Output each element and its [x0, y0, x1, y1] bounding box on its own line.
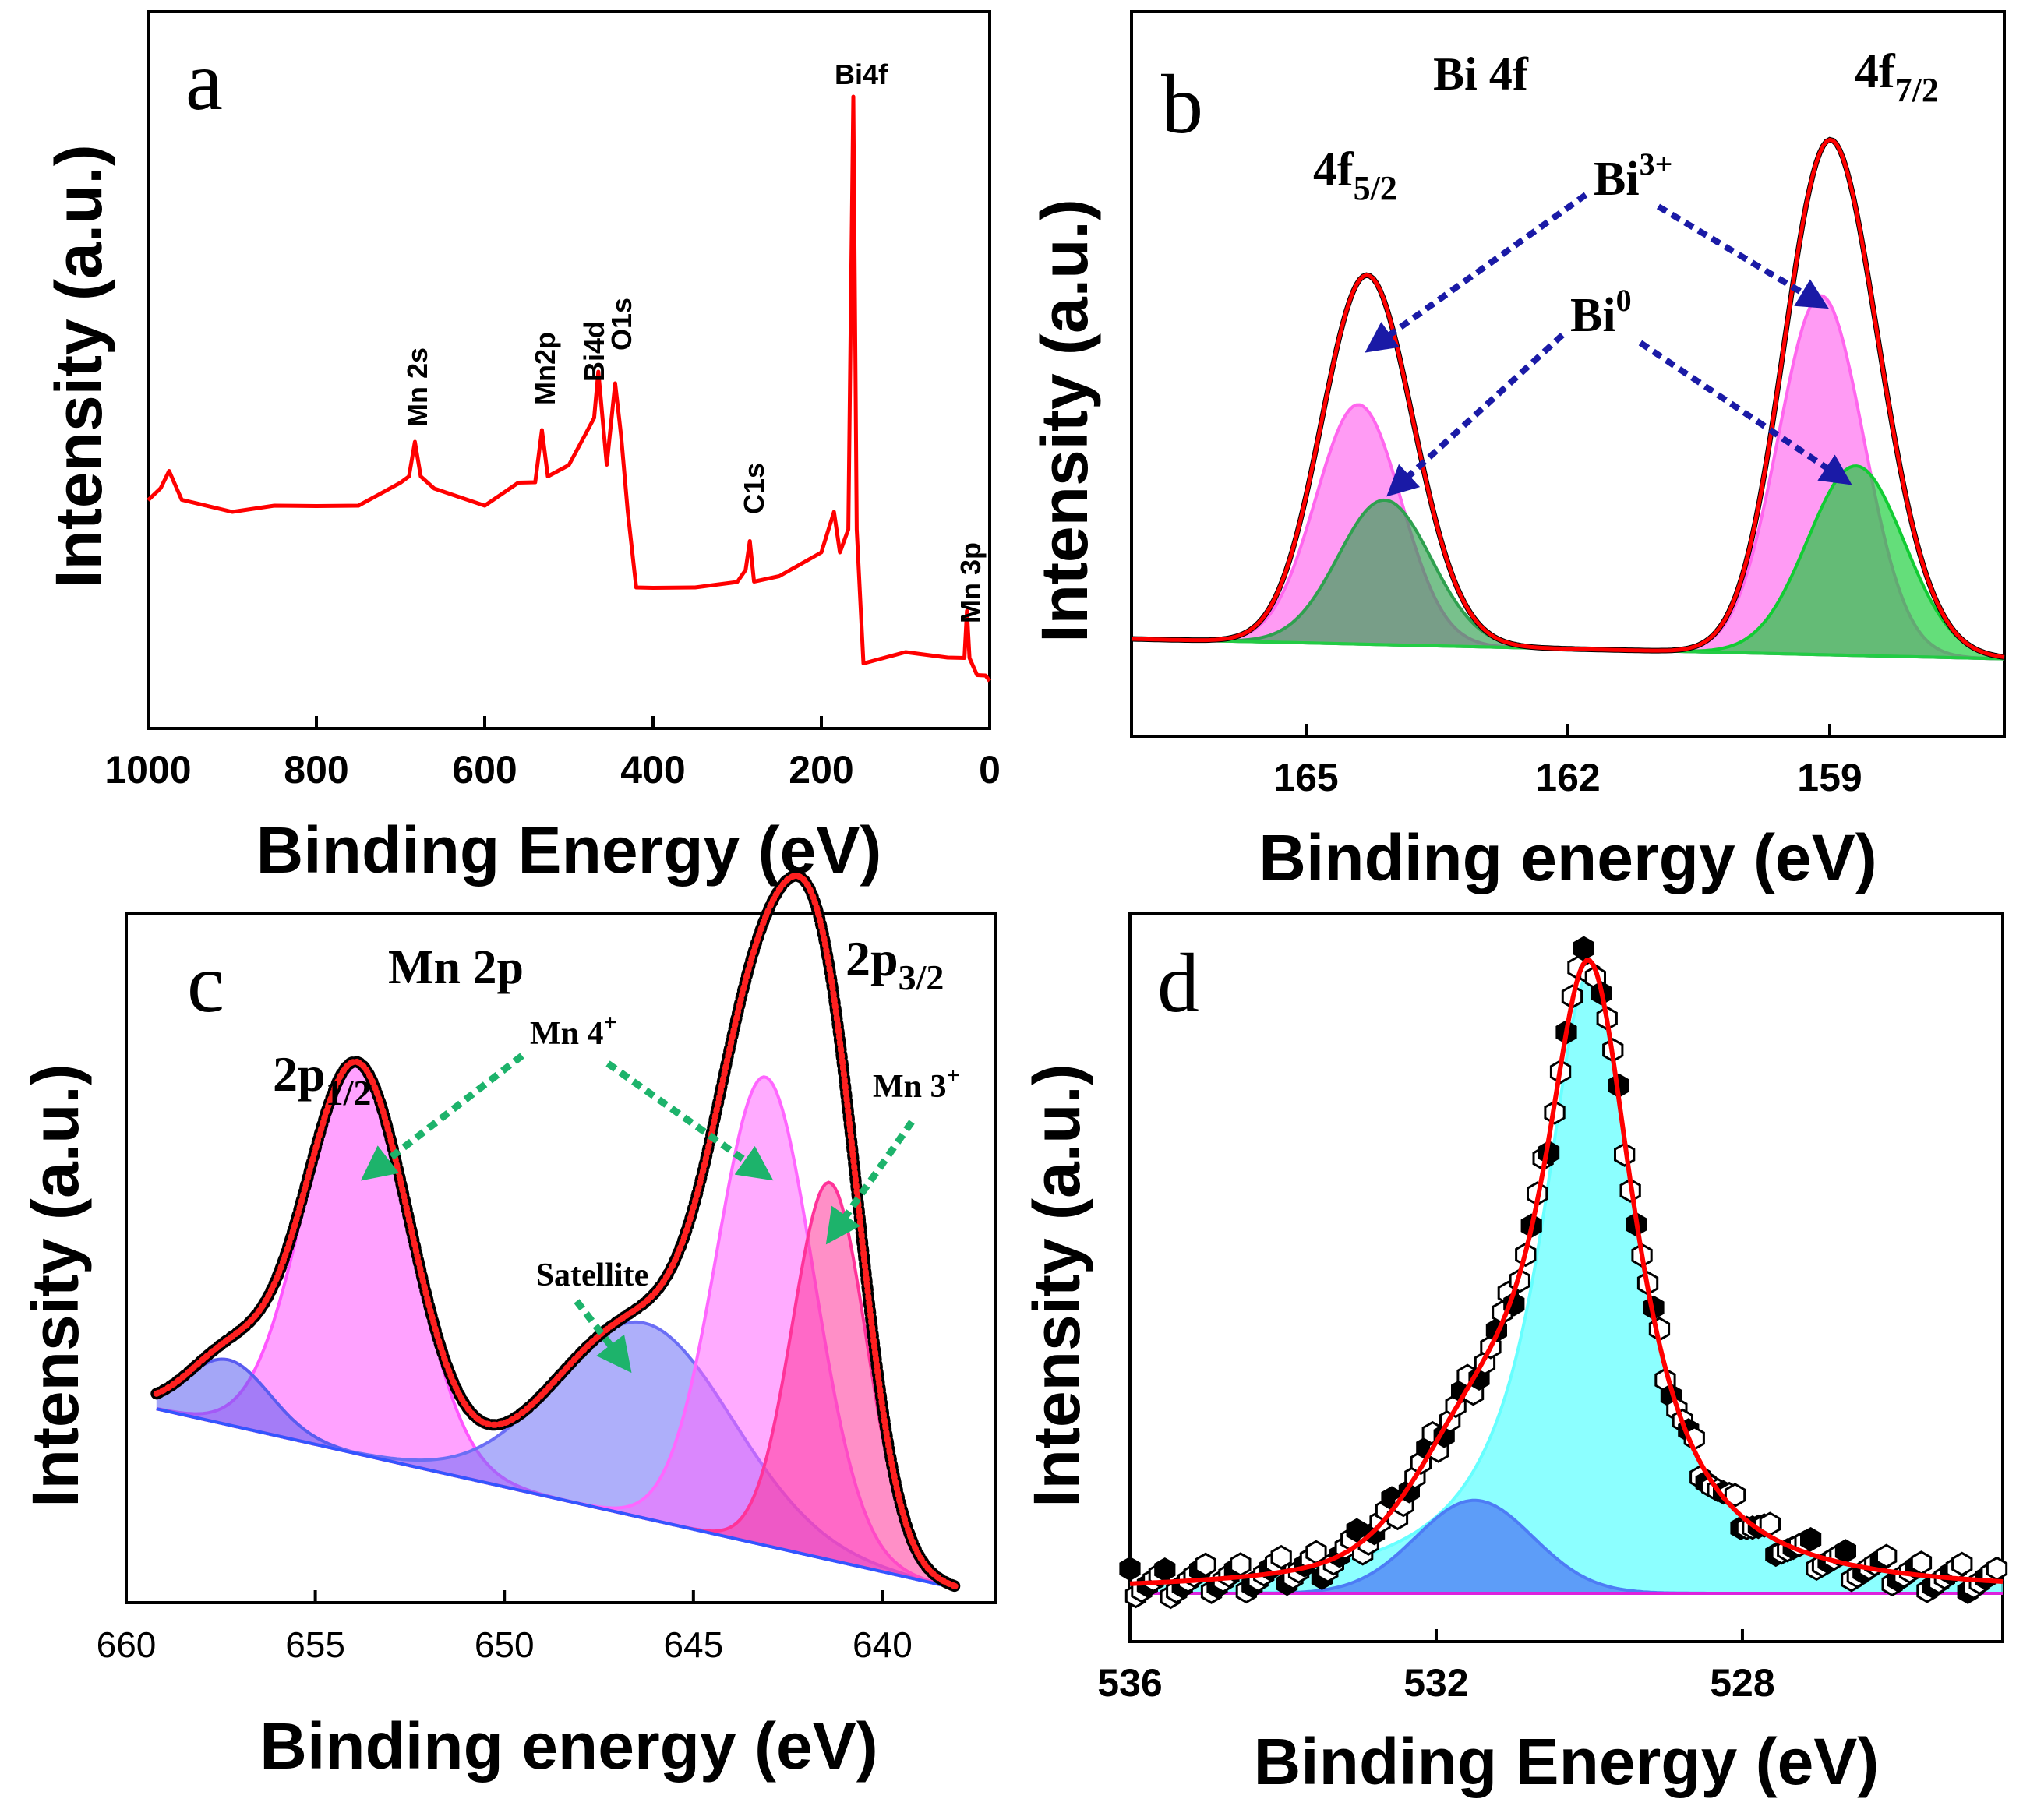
- component-bi0-4f7-2: [1132, 466, 2004, 659]
- data-point: [1230, 1552, 1252, 1577]
- label-mn4plus: Mn 4+: [530, 1010, 617, 1052]
- arrow-bi3-right: [1656, 203, 1829, 309]
- panel-b-arrows: [1365, 192, 1852, 497]
- panel-d-frame: [1128, 912, 2004, 1643]
- panel-a-letter: a: [185, 35, 223, 128]
- arrow-bi3-left: [1365, 192, 1588, 353]
- data-point: [1951, 1551, 1973, 1577]
- panel-d-x-tick-label: 536: [1097, 1661, 1162, 1705]
- panel-b-x-ticks: 165 162 159: [1273, 724, 1862, 799]
- panel-c-arrows: [360, 1053, 915, 1374]
- panel-c-x-tick-label: 655: [285, 1624, 345, 1665]
- panel-c-frame: [125, 912, 997, 1604]
- data-point: [1876, 1543, 1898, 1568]
- panel-c-x-title: Binding energy (eV): [259, 1709, 877, 1783]
- data-point: [1119, 1556, 1141, 1582]
- peak-label-mn3p: Mn 3p: [955, 542, 987, 623]
- component-mn4-2p1-2: [156, 1063, 959, 1589]
- panel-b-fit-envelope: [1131, 137, 2005, 659]
- panel-a-x-tick-label: 200: [789, 748, 853, 792]
- panel-c-components: [156, 1061, 959, 1591]
- arrow-mn4-right: [605, 1060, 774, 1181]
- peak-label-o1s: O1s: [605, 298, 637, 351]
- panel-c-letter: c: [187, 937, 224, 1030]
- peak-label-mn2p: Mn2p: [529, 332, 561, 405]
- component-bi0-4f5-2: [1132, 499, 2004, 659]
- peak-label-mn2s: Mn 2s: [401, 347, 433, 427]
- panel-c-x-tick-label: 660: [97, 1624, 157, 1665]
- panel-a-x-tick-label: 800: [284, 748, 348, 792]
- panel-a-survey-line: [147, 94, 991, 682]
- label-bi3plus: Bi3+: [1594, 146, 1672, 206]
- panel-c-y-title: Intensity (a.u.): [19, 1063, 92, 1507]
- label-satellite: Satellite: [536, 1257, 649, 1293]
- panel-d: d 536 532 528 Binding Energy (eV) Intensit…: [1020, 912, 2008, 1798]
- panel-d-x-ticks: 536 532 528: [1097, 1629, 1775, 1705]
- arrow-mn4-left: [360, 1053, 524, 1181]
- data-point: [1800, 1526, 1822, 1552]
- panel-c-x-tick-label: 640: [853, 1624, 913, 1665]
- panel-a-x-tick-label: 400: [620, 748, 685, 792]
- component-o-lattice: [1130, 974, 2003, 1593]
- panel-b-x-title: Binding energy (eV): [1259, 821, 1876, 894]
- label-bi0: Bi0: [1570, 283, 1632, 342]
- panel-b-x-tick-label: 159: [1797, 756, 1862, 799]
- label-2p12: 2p1/2: [273, 1046, 371, 1113]
- data-point: [1573, 936, 1594, 961]
- data-point: [1305, 1540, 1327, 1565]
- label-4f72: 4f7/2: [1855, 45, 1939, 109]
- panel-b-y-title: Intensity (a.u.): [1028, 199, 1101, 642]
- peak-label-bi4d: Bi4d: [578, 321, 610, 382]
- panel-c: c 660 655 650 645 640 Binding energy (eV) In…: [19, 869, 997, 1783]
- label-2p32: 2p3/2: [846, 931, 944, 997]
- component-o-adsorbed: [1130, 1500, 2003, 1593]
- panel-c-fit-envelope: [153, 873, 962, 1591]
- panel-b-letter: b: [1161, 58, 1203, 151]
- panel-baseline: [156, 1407, 959, 1591]
- panel-b-x-tick-label: 165: [1273, 756, 1338, 799]
- data-point: [1724, 1483, 1746, 1508]
- panel-d-y-title: Intensity (a.u.): [1020, 1063, 1093, 1507]
- data-point: [1986, 1556, 2008, 1582]
- panel-d-x-title: Binding Energy (eV): [1254, 1725, 1880, 1798]
- panel-a-frame: [147, 10, 991, 730]
- peak-label-bi4f: Bi4f: [835, 58, 888, 90]
- data-point: [1834, 1539, 1856, 1564]
- panel-b-title: Bi 4f: [1433, 48, 1529, 100]
- data-point: [1910, 1550, 1933, 1575]
- arrow-satellite: [574, 1299, 632, 1374]
- component-sat-2p1-2: [156, 1359, 959, 1589]
- panel-d-x-tick-label: 528: [1710, 1661, 1774, 1705]
- panel-d-letter: d: [1157, 937, 1199, 1030]
- panel-c-title: Mn 2p: [388, 941, 524, 994]
- data-point: [1154, 1557, 1176, 1582]
- panel-a-x-tick-label: 1000: [104, 748, 191, 792]
- component-bi3-4f7-2: [1132, 295, 2004, 659]
- panel-a-x-title: Binding Energy (eV): [256, 813, 882, 887]
- arrow-bi0-right: [1638, 340, 1852, 485]
- panel-d-fit-envelope: [1129, 958, 2004, 1586]
- arrow-mn3: [825, 1120, 915, 1245]
- panel-a-y-title: Intensity (a.u.): [42, 144, 115, 587]
- panel-c-x-ticks: 660 655 650 645 640: [97, 1590, 913, 1665]
- panel-a-x-tick-label: 0: [979, 748, 1001, 792]
- label-4f52: 4f5/2: [1313, 143, 1397, 207]
- panel-d-x-tick-label: 532: [1403, 1661, 1468, 1705]
- panel-b: b 165 162 159 Binding energy (eV) Intensit…: [1028, 10, 2006, 894]
- panel-b-x-tick-label: 162: [1535, 756, 1600, 799]
- arrow-bi0-left: [1386, 333, 1565, 497]
- panel-c-x-tick-label: 645: [663, 1624, 723, 1665]
- panel-a-x-ticks: 1000 800 600 400 200 0: [104, 716, 1001, 792]
- peak-label-c1s: C1s: [738, 463, 770, 514]
- label-mn3plus: Mn 3+: [873, 1063, 960, 1105]
- panel-a-peak-labels: Mn 2s Mn2p Bi4d O1s C1s Bi4f Mn 3p: [401, 58, 987, 623]
- panel-a-x-tick-label: 600: [452, 748, 517, 792]
- data-point: [1270, 1544, 1292, 1570]
- panel-b-components: [1131, 294, 2005, 661]
- panel-a: a 1000 800 600 400 200 0 Binding Energy (eV) …: [42, 10, 1001, 887]
- component-mn4-2p3-2: [156, 1077, 959, 1589]
- data-point: [1195, 1552, 1216, 1578]
- panel-c-x-tick-label: 650: [475, 1624, 535, 1665]
